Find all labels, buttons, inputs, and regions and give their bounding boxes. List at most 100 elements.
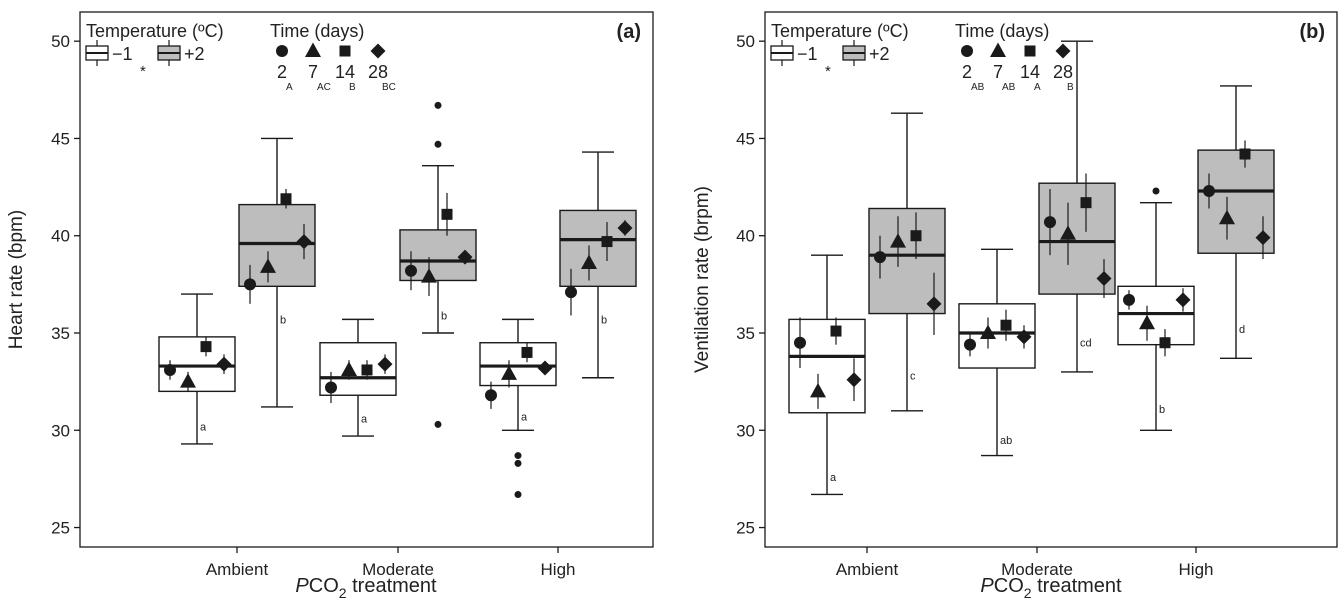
mean-point-day-7 [260,258,276,273]
outlier-point [1152,187,1160,195]
mean-point-day-14 [1080,197,1092,209]
mean-point-day-2 [405,264,417,277]
x-axis-label-italic: P [980,575,994,597]
mean-point-day-14 [200,341,212,353]
box-moderate-plus2: cd [1038,40,1116,373]
panel-a: 25 30 35 40 45 50 Ambient Moderate High Heart rat… [6,11,654,601]
significance-letter: b [280,314,286,326]
outlier-point [514,459,522,467]
mean-point-day-2 [1044,216,1056,229]
y-tick-label: 35 [736,324,755,343]
significance-letter: a [200,421,207,433]
significance-letter: a [521,412,528,424]
mean-point-day-28 [377,356,393,372]
legend-time-title: Time (days) [955,21,1049,41]
legend-marker-day-2 [961,45,973,57]
legend-marker-day-28 [370,43,386,59]
x-axis-label-tail: treatment [347,575,437,597]
mean-point-day-2 [325,381,337,394]
mean-point-day-2 [1203,184,1215,197]
mean-point-day-7 [810,382,826,398]
mean-point-day-7 [341,361,357,376]
legend-time-label: 28 [1053,62,1073,82]
legend-time-sub: BC [382,82,396,93]
x-axis-label-sub: 2 [339,585,347,601]
box-ambient-minus1: a [158,293,236,445]
box-ambient-minus1: a [788,254,866,496]
mean-point-day-28 [296,234,312,250]
box-high-plus2: b [559,151,637,379]
significance-letter: b [441,310,447,322]
legend-temperature-title: Temperature (ºC) [771,21,909,41]
mean-point-day-28 [926,296,942,312]
mean-point-day-28 [1175,292,1191,308]
mean-point-day-7 [980,324,996,339]
y-tick-label: 50 [51,32,70,51]
legend-temperature-title: Temperature (ºC) [86,21,224,41]
x-tick-label: High [1179,560,1214,579]
x-axis-label: PCO2 treatment [295,575,437,601]
significance-letter: cd [1080,338,1092,350]
legend-time-label: 14 [1020,62,1040,82]
mean-point-day-28 [216,356,232,372]
legend-marker-day-28 [1055,43,1071,59]
mean-point-day-28 [1255,230,1271,246]
mean-point-day-2 [1123,293,1135,306]
mean-point-day-14 [601,236,613,248]
y-axis-label: Ventilation rate (brpm) [692,186,713,373]
box-ambient-plus2: c [868,112,946,412]
panel-label: (b) [1299,21,1325,43]
legend-temp-high: +2 [869,44,890,64]
y-tick-label: 30 [51,421,70,440]
box-moderate-minus1: a [319,318,397,437]
outlier-point [514,452,522,460]
legend-marker-day-7 [305,42,321,57]
x-tick-label: High [541,560,576,579]
y-tick-label: 30 [736,421,755,440]
x-axis-label-main: CO [309,575,339,597]
mean-point-day-28 [1016,329,1032,345]
mean-point-day-28 [1096,271,1112,287]
legend-time-label: 7 [993,62,1003,82]
mean-point-day-7 [501,365,517,380]
mean-point-day-7 [581,254,597,269]
mean-point-day-28 [846,372,862,388]
mean-point-day-14 [830,325,842,337]
mean-point-day-14 [361,364,373,376]
significance-letter: a [830,472,837,484]
mean-point-day-14 [441,208,453,220]
mean-point-day-28 [537,360,553,376]
legend-time-label: 2 [277,62,287,82]
outlier-point [434,140,442,148]
legend-temp-star: * [825,63,831,80]
mean-point-day-2 [485,389,497,402]
outlier-point [514,490,522,498]
legend-time-sub: A [1034,82,1041,93]
box-moderate-plus2: b [399,101,477,428]
box-high-plus2: d [1197,85,1275,359]
mean-point-day-28 [617,220,633,236]
plot-frame [764,11,1338,548]
legend-marker-day-2 [276,45,288,57]
legend-marker-day-14 [1024,45,1036,57]
mean-point-day-14 [1239,148,1251,160]
mean-point-day-7 [1219,209,1235,225]
legend-temp-low: −1 [112,44,133,64]
mean-point-day-2 [964,338,976,351]
legend-time-sub: B [349,82,356,93]
box-high-minus1: a [479,318,557,498]
y-tick-label: 35 [51,324,70,343]
y-tick-label: 40 [51,227,70,246]
mean-point-day-28 [457,249,473,265]
x-tick-label: Ambient [206,560,269,579]
legend-time-sub: B [1067,82,1074,93]
y-tick-label: 25 [736,519,755,538]
legend-marker-day-14 [339,45,351,57]
mean-point-day-2 [565,286,577,299]
significance-letter: b [1159,404,1165,416]
x-tick-label: Ambient [836,560,899,579]
mean-point-day-2 [164,363,176,376]
